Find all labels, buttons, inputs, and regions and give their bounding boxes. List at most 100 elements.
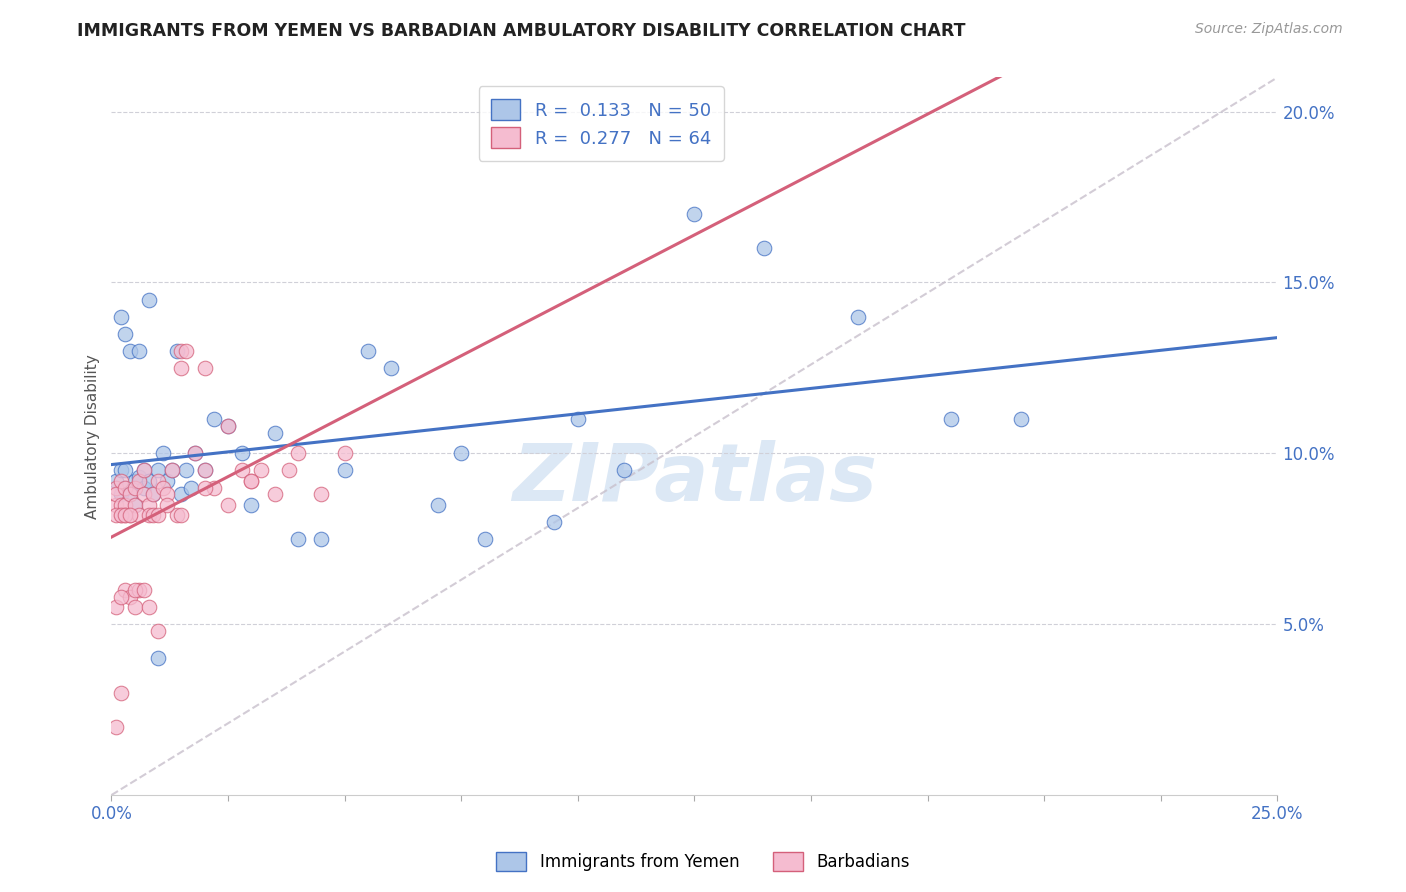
Point (132, 463, 155, 477)
Point (138, 498, 160, 512)
Point (146, 463, 169, 477)
Point (124, 474, 146, 488)
Point (287, 532, 309, 546)
Point (132, 487, 155, 501)
Point (110, 463, 132, 477)
Point (146, 508, 169, 522)
Point (114, 508, 136, 522)
Point (231, 446, 253, 460)
Point (114, 582, 136, 597)
Point (138, 474, 160, 488)
Point (184, 446, 207, 460)
Point (613, 463, 636, 477)
Point (142, 487, 165, 501)
Point (333, 463, 356, 477)
Point (357, 343, 380, 358)
Point (128, 508, 150, 522)
Point (426, 498, 449, 512)
Point (160, 463, 183, 477)
Point (132, 582, 155, 597)
Point (138, 508, 160, 522)
Point (105, 498, 128, 512)
Point (120, 508, 142, 522)
Point (170, 343, 193, 358)
Point (110, 498, 132, 512)
Point (120, 508, 142, 522)
Point (754, 241, 776, 255)
Point (114, 326, 136, 341)
Point (105, 720, 128, 734)
Point (194, 360, 217, 375)
Point (170, 508, 193, 522)
Point (683, 207, 706, 221)
Point (120, 343, 142, 358)
Point (166, 508, 188, 522)
Point (263, 425, 285, 440)
Point (138, 293, 160, 307)
Point (380, 360, 402, 375)
Point (105, 481, 128, 495)
Point (105, 474, 128, 488)
Point (146, 651, 169, 665)
Point (217, 419, 239, 434)
Legend: Immigrants from Yemen, Barbadians: Immigrants from Yemen, Barbadians (488, 843, 918, 880)
Point (114, 463, 136, 477)
Point (105, 487, 128, 501)
Point (110, 310, 132, 324)
Point (160, 463, 183, 477)
Point (124, 498, 146, 512)
Point (124, 600, 146, 615)
Point (124, 582, 146, 597)
Point (146, 474, 169, 488)
Point (110, 685, 132, 699)
Point (249, 463, 271, 477)
Point (124, 498, 146, 512)
Point (114, 481, 136, 495)
Point (128, 470, 150, 484)
Legend: R =  0.133   N = 50, R =  0.277   N = 64: R = 0.133 N = 50, R = 0.277 N = 64 (478, 87, 724, 161)
Point (128, 474, 150, 488)
Point (170, 360, 193, 375)
Point (142, 508, 165, 522)
Point (567, 412, 589, 426)
Point (105, 600, 128, 615)
Point (170, 487, 193, 501)
Point (128, 582, 150, 597)
Point (184, 446, 207, 460)
Point (194, 481, 217, 495)
Point (474, 532, 496, 546)
Point (120, 590, 142, 604)
Point (114, 481, 136, 495)
Point (120, 487, 142, 501)
Point (1010, 412, 1032, 426)
Point (287, 446, 309, 460)
Point (202, 412, 225, 426)
Text: Source: ZipAtlas.com: Source: ZipAtlas.com (1195, 22, 1343, 37)
Point (263, 487, 285, 501)
Point (156, 487, 179, 501)
Point (105, 508, 128, 522)
Point (110, 508, 132, 522)
Point (277, 463, 299, 477)
Point (174, 343, 197, 358)
Point (120, 487, 142, 501)
Point (217, 498, 239, 512)
Text: ZIPatlas: ZIPatlas (512, 441, 877, 518)
Point (152, 446, 174, 460)
Point (124, 481, 146, 495)
Point (202, 481, 225, 495)
Point (311, 532, 333, 546)
Point (333, 446, 356, 460)
Point (543, 515, 565, 529)
Point (156, 474, 179, 488)
Point (194, 463, 217, 477)
Point (194, 463, 217, 477)
Point (166, 343, 188, 358)
Point (240, 498, 263, 512)
Point (156, 498, 179, 512)
Point (110, 508, 132, 522)
Point (217, 419, 239, 434)
Point (846, 310, 869, 324)
Point (240, 474, 263, 488)
Point (180, 481, 202, 495)
